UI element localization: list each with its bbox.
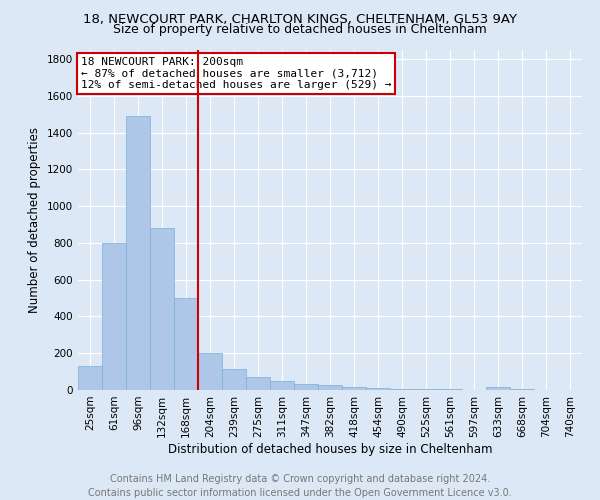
Bar	[318, 386, 342, 390]
Text: 18, NEWCOURT PARK, CHARLTON KINGS, CHELTENHAM, GL53 9AY: 18, NEWCOURT PARK, CHARLTON KINGS, CHELT…	[83, 12, 517, 26]
Bar	[270, 381, 294, 390]
Bar	[366, 388, 390, 390]
Bar	[486, 387, 510, 390]
Bar	[102, 243, 126, 390]
Text: Contains HM Land Registry data © Crown copyright and database right 2024.
Contai: Contains HM Land Registry data © Crown c…	[88, 474, 512, 498]
Bar	[390, 389, 414, 390]
Y-axis label: Number of detached properties: Number of detached properties	[28, 127, 41, 313]
Bar	[174, 298, 198, 390]
Bar	[222, 369, 246, 390]
Bar	[246, 377, 270, 390]
Bar	[150, 228, 174, 390]
Bar	[294, 384, 318, 390]
Bar	[414, 389, 438, 390]
Bar	[342, 387, 366, 390]
Bar	[510, 389, 534, 390]
Bar	[198, 353, 222, 390]
Bar	[126, 116, 150, 390]
Bar	[438, 389, 462, 390]
Text: Size of property relative to detached houses in Cheltenham: Size of property relative to detached ho…	[113, 22, 487, 36]
X-axis label: Distribution of detached houses by size in Cheltenham: Distribution of detached houses by size …	[168, 442, 492, 456]
Bar	[78, 366, 102, 390]
Text: 18 NEWCOURT PARK: 200sqm
← 87% of detached houses are smaller (3,712)
12% of sem: 18 NEWCOURT PARK: 200sqm ← 87% of detach…	[80, 57, 391, 90]
